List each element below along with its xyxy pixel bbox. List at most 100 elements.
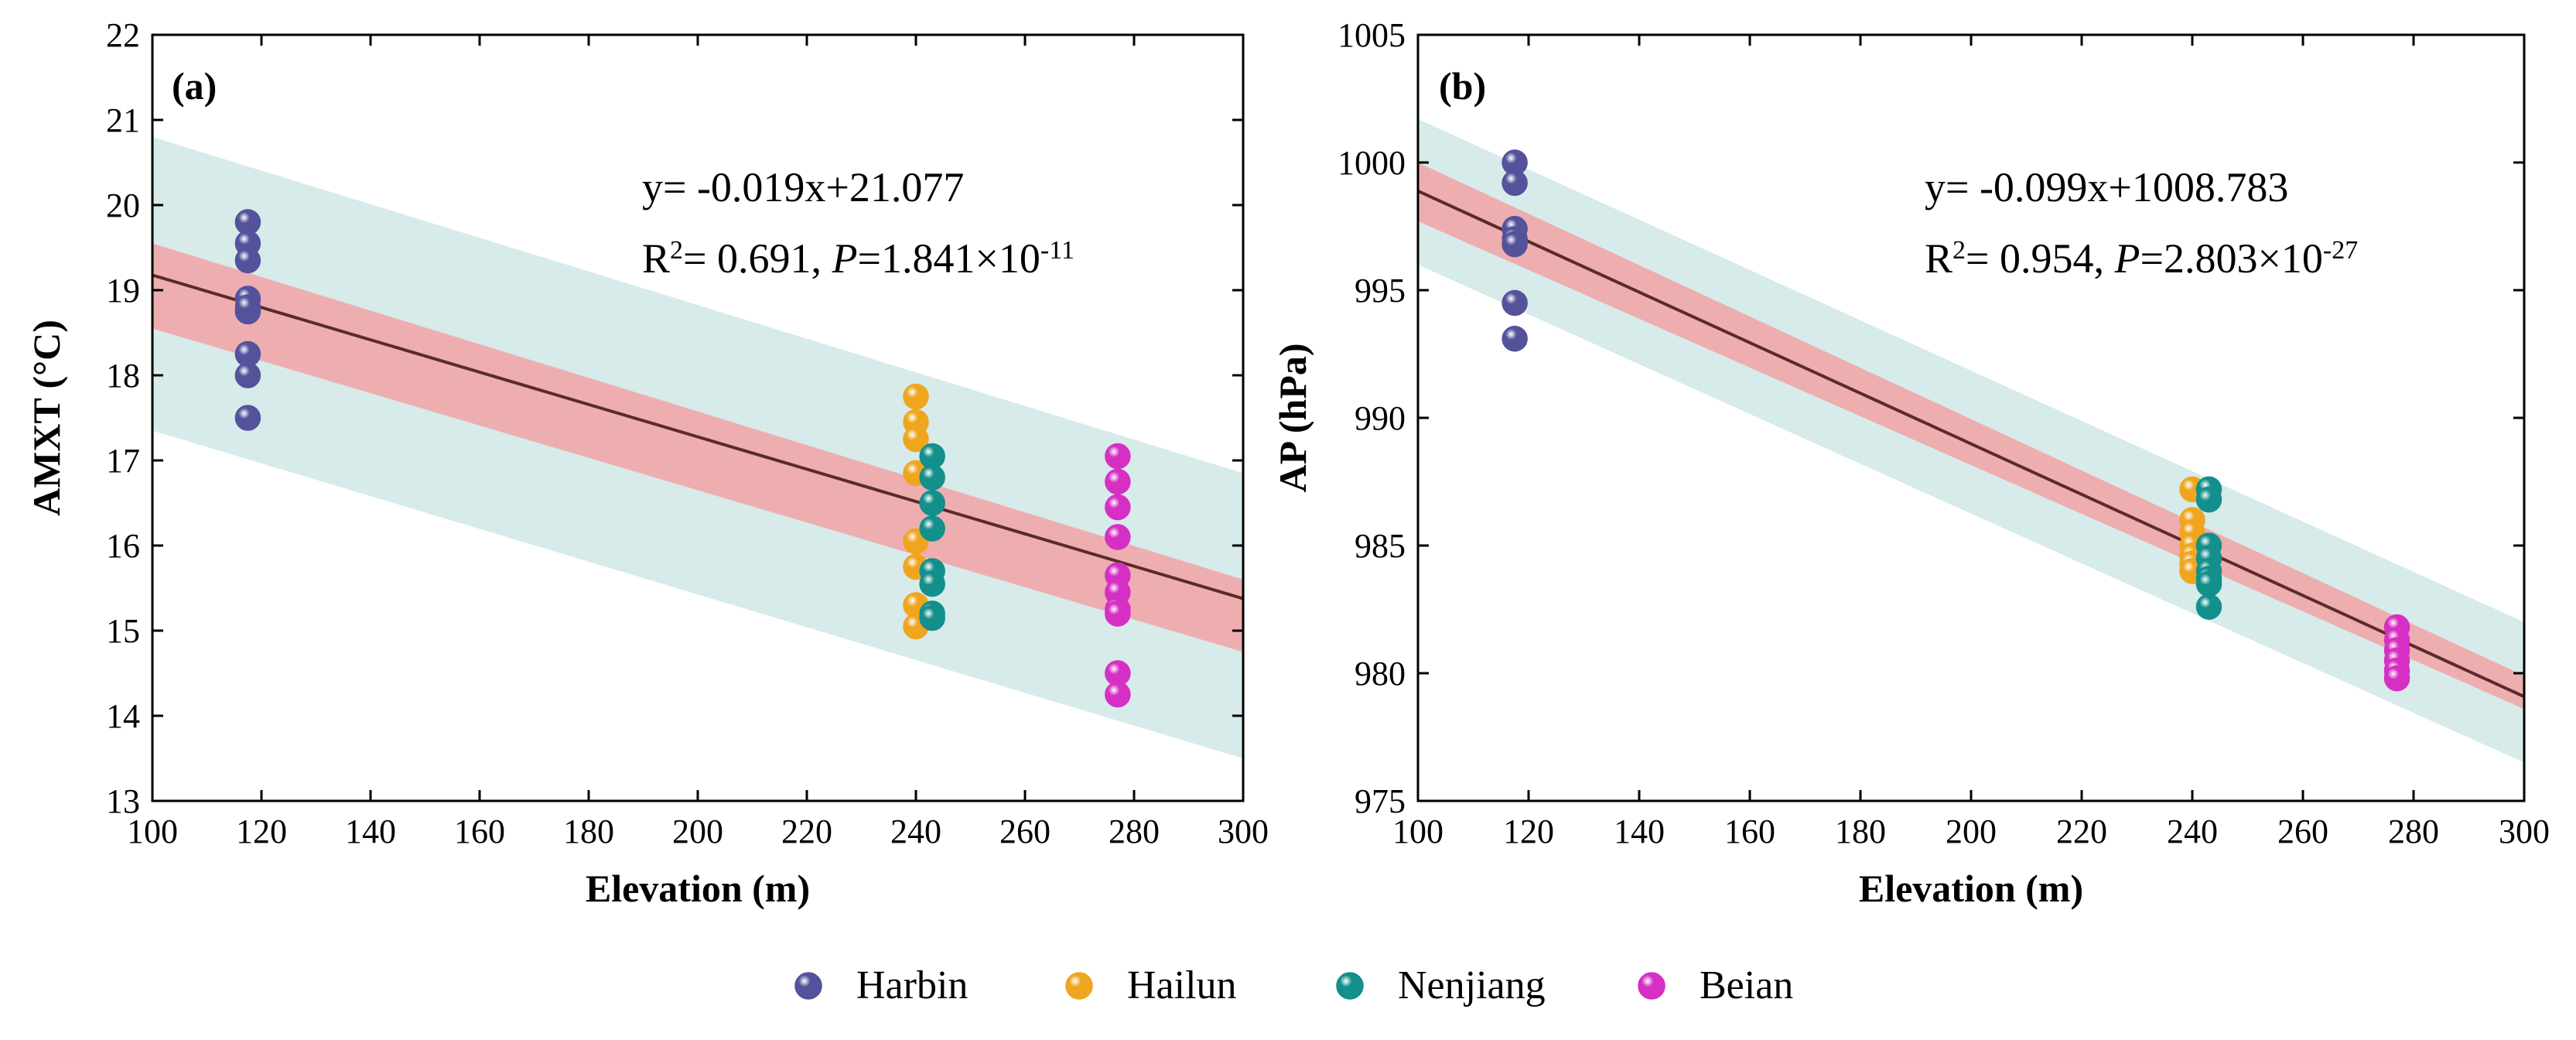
panel-a-plot-area: 100 120 140 160 180 200 220 240 260 280 300 13 14 15 1… xyxy=(106,16,1269,850)
panel-b-x-tick-label: 100 xyxy=(1392,812,1443,850)
panel-a-ticks: 100 120 140 160 180 200 220 240 260 280 300 13 14 15 1… xyxy=(106,16,1269,850)
panel-a-x-tick-label: 140 xyxy=(345,812,396,850)
panel-a-point-beian xyxy=(1105,600,1131,627)
panel-b-plot-area: 100 120 140 160 180 200 220 240 260 280 300 975 980 9… xyxy=(1338,16,2550,850)
panel-a-y-tick-label: 19 xyxy=(106,272,140,310)
panel-b-point-harbin xyxy=(1502,289,1528,316)
panel-a-series-beian xyxy=(1105,443,1131,708)
panel-a-x-tick-label: 280 xyxy=(1109,812,1160,850)
panel-a-fit-line xyxy=(152,273,1243,600)
panel-a-x-tick-label: 200 xyxy=(672,812,723,850)
panel-a-y-tick-label: 21 xyxy=(106,101,140,139)
panel-b-y-axis-title: AP (hPa) xyxy=(1271,343,1314,492)
panel-a-y-axis-title: AMXT (°C) xyxy=(25,320,68,516)
panel-b-y-tick-label: 1005 xyxy=(1338,16,1406,54)
panel-a-bands xyxy=(152,137,1243,758)
panel-b-p-exponent: -27 xyxy=(2323,236,2358,265)
panel-a-equation: y= -0.019x+21.077 xyxy=(642,164,964,210)
panel-a-point-nenjiang xyxy=(919,490,945,516)
panel-a-p-exponent: -11 xyxy=(1040,236,1074,265)
panel-b-r2-label: R xyxy=(1925,235,1952,282)
panel-a-point-harbin xyxy=(234,247,261,274)
legend-entry-beian: Beian xyxy=(1638,963,1793,1008)
legend-entry-hailun: Hailun xyxy=(1065,963,1237,1008)
panel-a-confidence-band xyxy=(152,243,1243,652)
panel-b-p-value: =2.803×10 xyxy=(2140,235,2323,282)
panel-a-x-tick-label: 220 xyxy=(781,812,832,850)
panel-a-x-tick-label: 300 xyxy=(1218,812,1269,850)
panel-a-x-axis-title: Elevation (m) xyxy=(586,867,810,910)
panel-a-point-nenjiang xyxy=(919,464,945,491)
panel-a-point-beian xyxy=(1105,524,1131,550)
panel-a-r2-label: R xyxy=(642,235,670,282)
panel-a-point-nenjiang xyxy=(919,570,945,597)
panel-a-y-tick-label: 20 xyxy=(106,186,140,224)
panel-a-y-tick-label: 18 xyxy=(106,357,140,395)
panel-b-series-nenjiang xyxy=(2195,476,2222,620)
panel-b-x-axis-title: Elevation (m) xyxy=(1859,867,2083,910)
panel-b-x-tick-label: 260 xyxy=(2277,812,2328,850)
panel-a-y-tick-label: 17 xyxy=(106,442,140,480)
panel-b-point-harbin xyxy=(1502,325,1528,352)
panel-a-point-harbin xyxy=(234,405,261,431)
panel-a-label: (a) xyxy=(172,64,217,108)
legend-label-hailun: Hailun xyxy=(1127,963,1237,1008)
panel-b: 100 120 140 160 180 200 220 240 260 280 300 975 980 9… xyxy=(1271,16,2550,910)
legend-entry-nenjiang: Nenjiang xyxy=(1336,963,1546,1008)
panel-a-point-beian xyxy=(1105,443,1131,470)
panel-a-point-harbin xyxy=(234,362,261,388)
panel-b-x-tick-label: 300 xyxy=(2499,812,2550,850)
panel-b-p-label: P xyxy=(2114,235,2140,282)
legend-label-harbin: Harbin xyxy=(856,963,968,1008)
panel-a-point-beian xyxy=(1105,681,1131,708)
panel-a-series-harbin xyxy=(234,209,261,431)
panel-a-p-value: =1.841×10 xyxy=(858,235,1040,282)
panel-b-y-tick-label: 975 xyxy=(1355,782,1406,820)
panel-b-r2-value: = 0.954, xyxy=(1966,235,2114,282)
panel-b-y-tick-label: 995 xyxy=(1355,272,1406,310)
legend-marker-harbin xyxy=(794,972,822,1000)
panel-b-confidence-band xyxy=(1418,162,2524,710)
panel-a-y-tick-label: 16 xyxy=(106,527,140,565)
panel-b-series-harbin xyxy=(1502,149,1528,352)
panel-b-label: (b) xyxy=(1439,64,1486,108)
panel-a: 100 120 140 160 180 200 220 240 260 280 300 13 14 15 1… xyxy=(25,16,1269,910)
panel-a-y-tick-label: 14 xyxy=(106,697,140,735)
panel-a-y-tick-label: 15 xyxy=(106,612,140,650)
panel-a-point-hailun xyxy=(903,383,929,410)
panel-b-point-nenjiang xyxy=(2195,486,2222,513)
panel-a-point-nenjiang xyxy=(919,515,945,542)
panel-b-point-harbin xyxy=(1502,231,1528,258)
panel-b-point-harbin xyxy=(1502,169,1528,197)
legend: Harbin Hailun Nenjiang Beian xyxy=(794,963,1793,1008)
panel-b-fit-line xyxy=(1418,190,2524,699)
panel-a-point-beian xyxy=(1105,494,1131,521)
panel-a-point-harbin xyxy=(234,294,261,320)
panel-a-y-tick-label: 22 xyxy=(106,16,140,54)
panel-a-series-nenjiang xyxy=(919,443,945,631)
panel-a-x-tick-label: 120 xyxy=(236,812,287,850)
panel-b-y-tick-label: 985 xyxy=(1355,527,1406,565)
panel-b-point-nenjiang xyxy=(2195,594,2222,620)
panel-b-x-tick-label: 120 xyxy=(1503,812,1554,850)
panel-b-x-tick-label: 180 xyxy=(1835,812,1886,850)
panel-b-y-tick-label: 990 xyxy=(1355,399,1406,437)
panel-b-point-beian xyxy=(2383,665,2410,692)
panel-b-ticks: 100 120 140 160 180 200 220 240 260 280 300 975 980 9… xyxy=(1338,16,2550,850)
panel-b-x-tick-label: 200 xyxy=(1946,812,1997,850)
panel-b-equation: y= -0.099x+1008.783 xyxy=(1925,164,2288,210)
panel-b-x-tick-label: 240 xyxy=(2167,812,2218,850)
panel-b-x-tick-label: 140 xyxy=(1614,812,1665,850)
legend-label-nenjiang: Nenjiang xyxy=(1398,963,1546,1008)
panel-b-bands xyxy=(1418,118,2524,763)
panel-b-statistics: R2= 0.954, P=2.803×10-27 xyxy=(1925,235,2358,282)
panel-a-point-nenjiang xyxy=(919,604,945,631)
panel-a-r2-value: = 0.691, xyxy=(683,235,832,282)
panel-a-p-label: P xyxy=(832,235,858,282)
panel-b-y-tick-label: 980 xyxy=(1355,655,1406,693)
panel-a-x-tick-label: 180 xyxy=(563,812,614,850)
panel-a-x-tick-label: 100 xyxy=(127,812,178,850)
panel-b-series-beian xyxy=(2383,614,2410,692)
